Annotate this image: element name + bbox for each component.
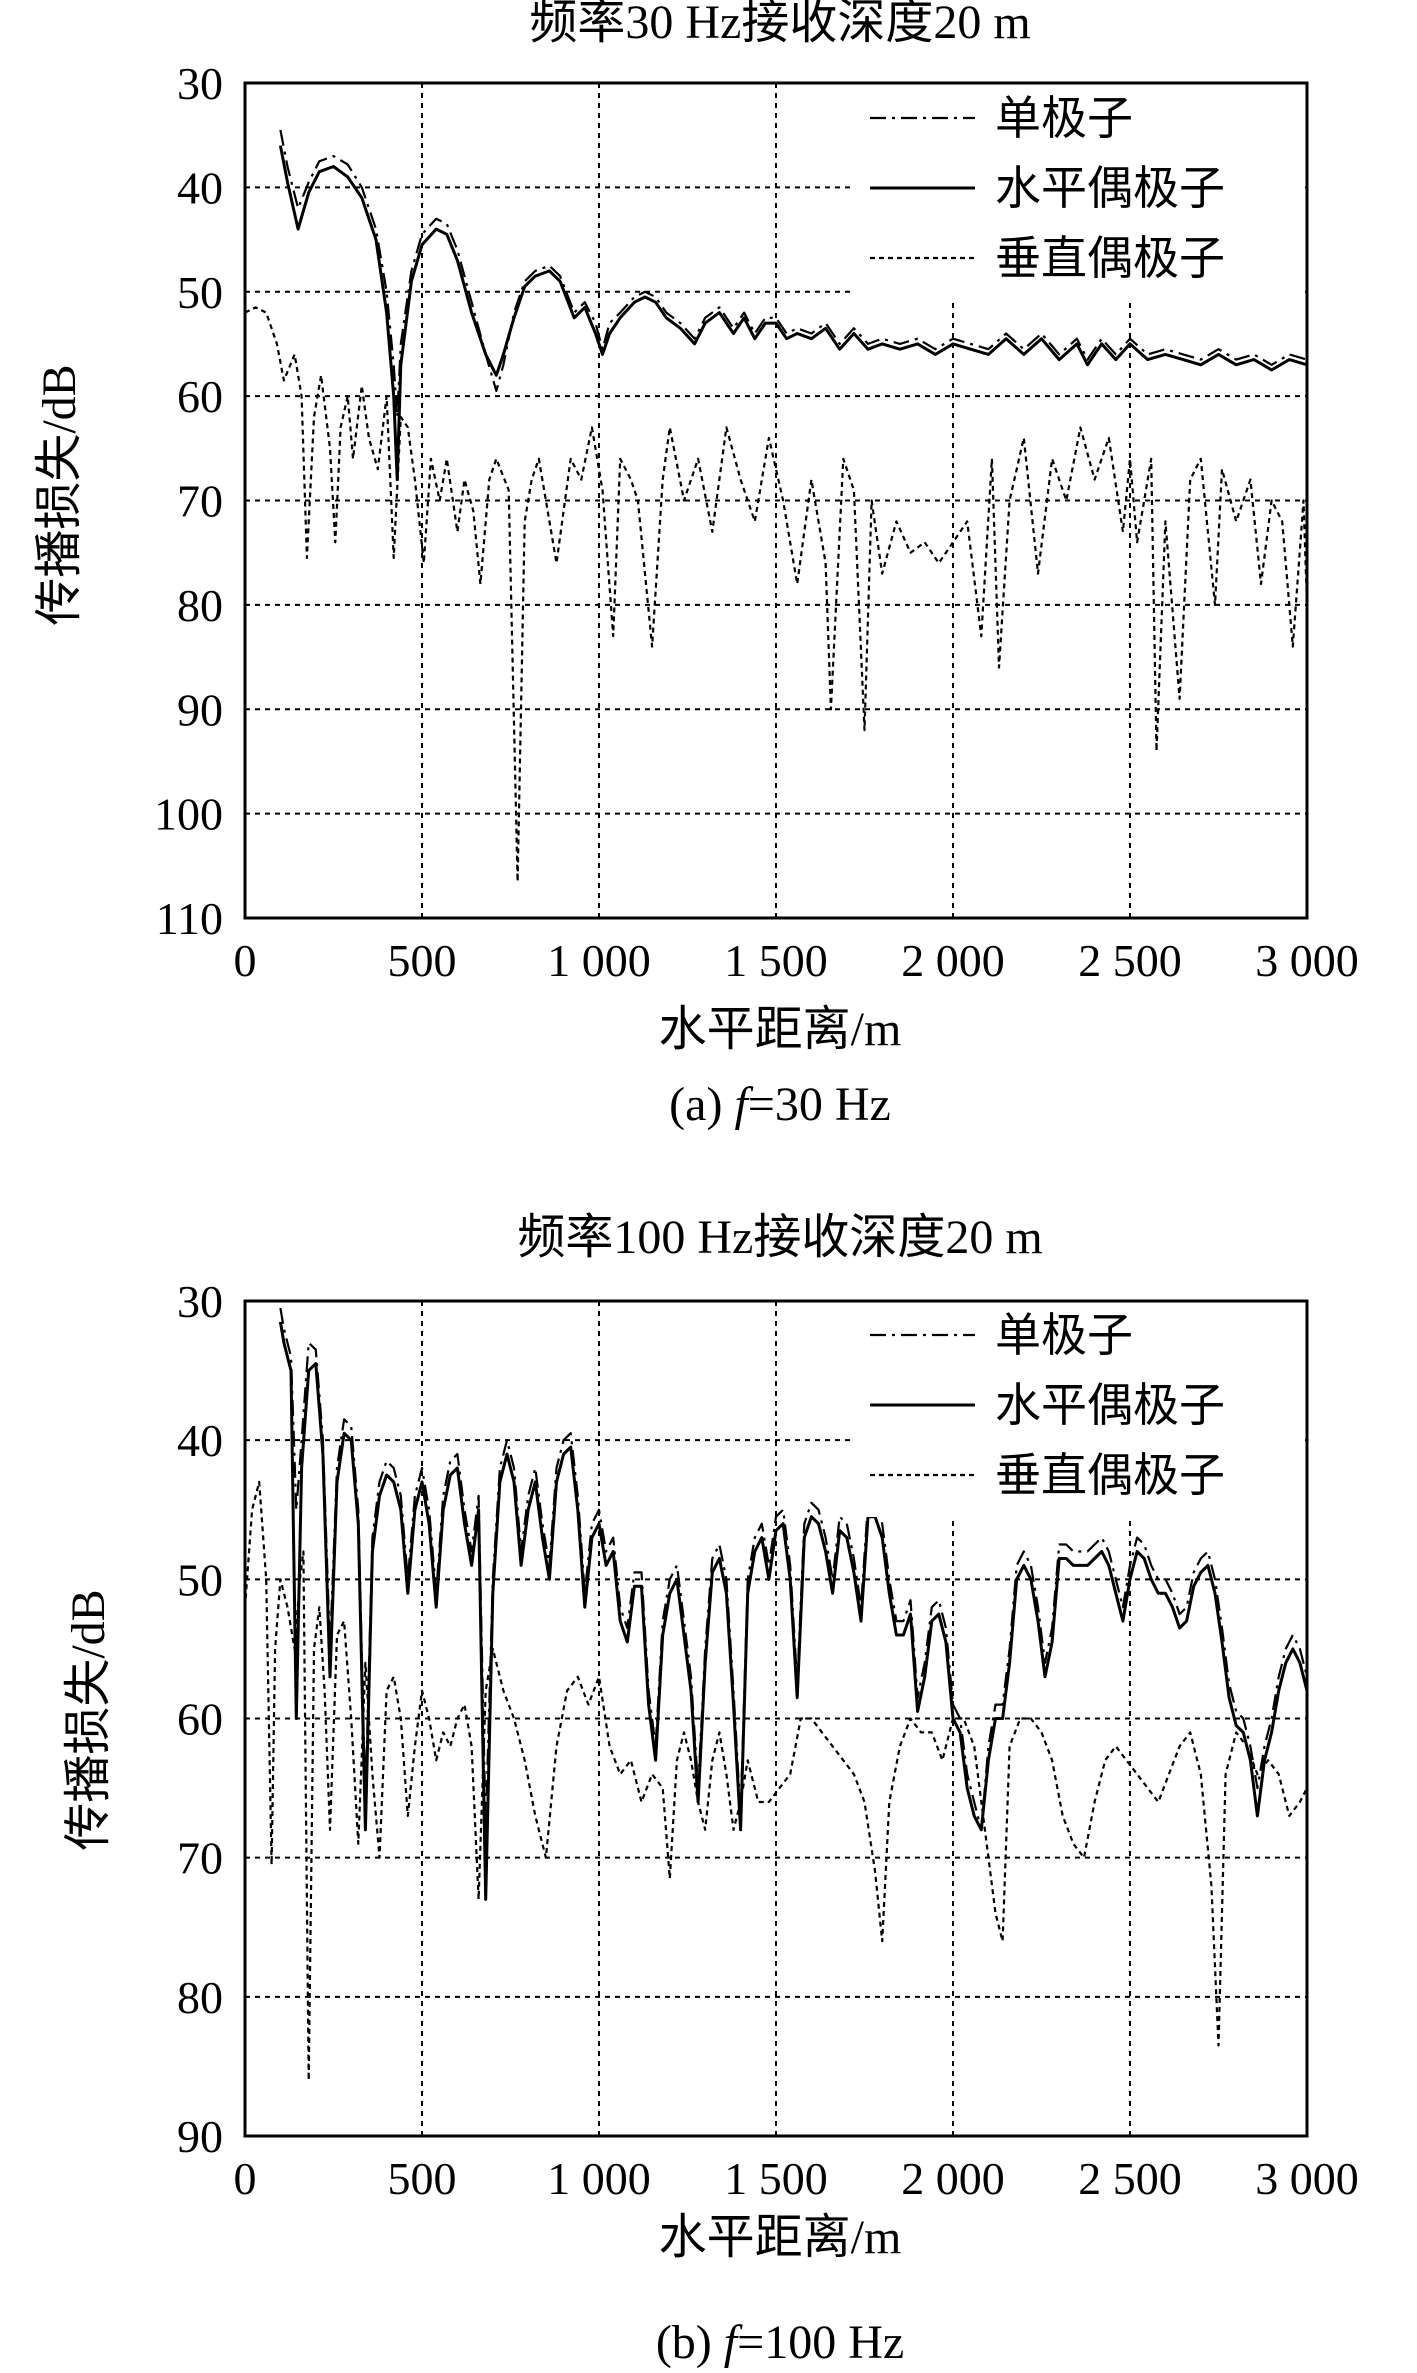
y-tick-label: 70 bbox=[177, 1833, 223, 1884]
x-axis-label: 水平距离/m bbox=[659, 2211, 902, 2264]
plot-frame bbox=[243, 1299, 1309, 2138]
caption-prefix: (a) bbox=[669, 1078, 734, 1131]
x-tick-label: 1 000 bbox=[547, 2153, 651, 2204]
y-tick-label: 80 bbox=[177, 580, 223, 631]
x-tick-label: 500 bbox=[388, 935, 457, 986]
x-tick-label: 2 000 bbox=[901, 2153, 1005, 2204]
y-tick-label: 30 bbox=[177, 1276, 223, 1327]
series-line-dotted bbox=[243, 1480, 1308, 2082]
legend-label: 水平偶极子 bbox=[995, 163, 1225, 214]
panel-caption: (a) f=30 Hz bbox=[669, 1078, 891, 1131]
x-tick-label: 3 000 bbox=[1255, 935, 1359, 986]
y-tick-label: 70 bbox=[177, 476, 223, 527]
y-tick-label: 40 bbox=[177, 162, 223, 213]
x-axis-label: 水平距离/m bbox=[659, 1003, 902, 1056]
legend-label: 单极子 bbox=[995, 1310, 1133, 1361]
x-tick-label: 0 bbox=[234, 935, 257, 986]
caption-rest: =30 Hz bbox=[748, 1078, 891, 1131]
y-tick-label: 90 bbox=[177, 2111, 223, 2162]
y-tick-label: 100 bbox=[154, 789, 223, 840]
x-tick-label: 3 000 bbox=[1255, 2153, 1359, 2204]
chart-title: 频率30 Hz接收深度20 m bbox=[529, 0, 1030, 49]
plot-area: 0 500 1 000 1 500 2 000 2 500 3 000 30 40 50 60 70 8… bbox=[154, 58, 1359, 986]
legend-label: 水平偶极子 bbox=[995, 1380, 1225, 1431]
panel-caption: (b) f=100 Hz bbox=[656, 2316, 904, 2369]
y-tick-label: 110 bbox=[156, 893, 223, 944]
x-tick-label: 1 000 bbox=[547, 935, 651, 986]
x-tick-label: 2 000 bbox=[901, 935, 1005, 986]
series-line-dotted bbox=[244, 306, 1309, 883]
series-line-dashdot bbox=[279, 129, 1308, 419]
y-tick-label: 50 bbox=[177, 267, 223, 318]
y-tick-label: 80 bbox=[177, 1972, 223, 2023]
legend-background bbox=[855, 80, 1302, 300]
series-line-solid bbox=[278, 145, 1308, 482]
y-axis-label: 传播损失/dB bbox=[33, 364, 86, 625]
y-tick-label: 90 bbox=[177, 684, 223, 735]
y-axis-label: 传播损失/dB bbox=[62, 1589, 115, 1850]
x-tick-label: 0 bbox=[234, 2153, 257, 2204]
y-tick-label: 50 bbox=[177, 1554, 223, 1605]
legend-label: 垂直偶极子 bbox=[995, 233, 1225, 284]
y-tick-label: 30 bbox=[177, 58, 223, 109]
x-tick-label: 1 500 bbox=[724, 2153, 828, 2204]
series-line-solid bbox=[278, 1321, 1309, 1901]
legend-label: 垂直偶极子 bbox=[995, 1450, 1225, 1501]
plot-frame bbox=[243, 81, 1309, 920]
x-tick-label: 500 bbox=[388, 2153, 457, 2204]
caption-rest: =100 Hz bbox=[737, 2316, 904, 2369]
x-tick-label: 2 500 bbox=[1078, 2153, 1182, 2204]
legend-background bbox=[855, 1297, 1302, 1517]
y-tick-label: 40 bbox=[177, 1415, 223, 1466]
y-tick-label: 60 bbox=[177, 371, 223, 422]
legend-label: 单极子 bbox=[995, 93, 1133, 144]
x-tick-label: 1 500 bbox=[724, 935, 828, 986]
y-tick-label: 60 bbox=[177, 1694, 223, 1745]
plot-area: 0 500 1 000 1 500 2 000 2 500 3 000 30 40 50 60 70 8… bbox=[177, 1276, 1359, 2204]
chart-title: 频率100 Hz接收深度20 m bbox=[517, 1211, 1042, 1264]
caption-prefix: (b) bbox=[656, 2316, 724, 2369]
chart-panel-a: 频率30 Hz接收深度20 m 传播损失/dB 水平距离/m (a) f=30 … bbox=[33, 0, 1359, 1131]
x-tick-label: 2 500 bbox=[1078, 935, 1182, 986]
series-line-dashdot bbox=[279, 1307, 1309, 1831]
chart-panel-b: 频率100 Hz接收深度20 m 传播损失/dB 水平距离/m (b) f=10… bbox=[62, 1211, 1359, 2369]
